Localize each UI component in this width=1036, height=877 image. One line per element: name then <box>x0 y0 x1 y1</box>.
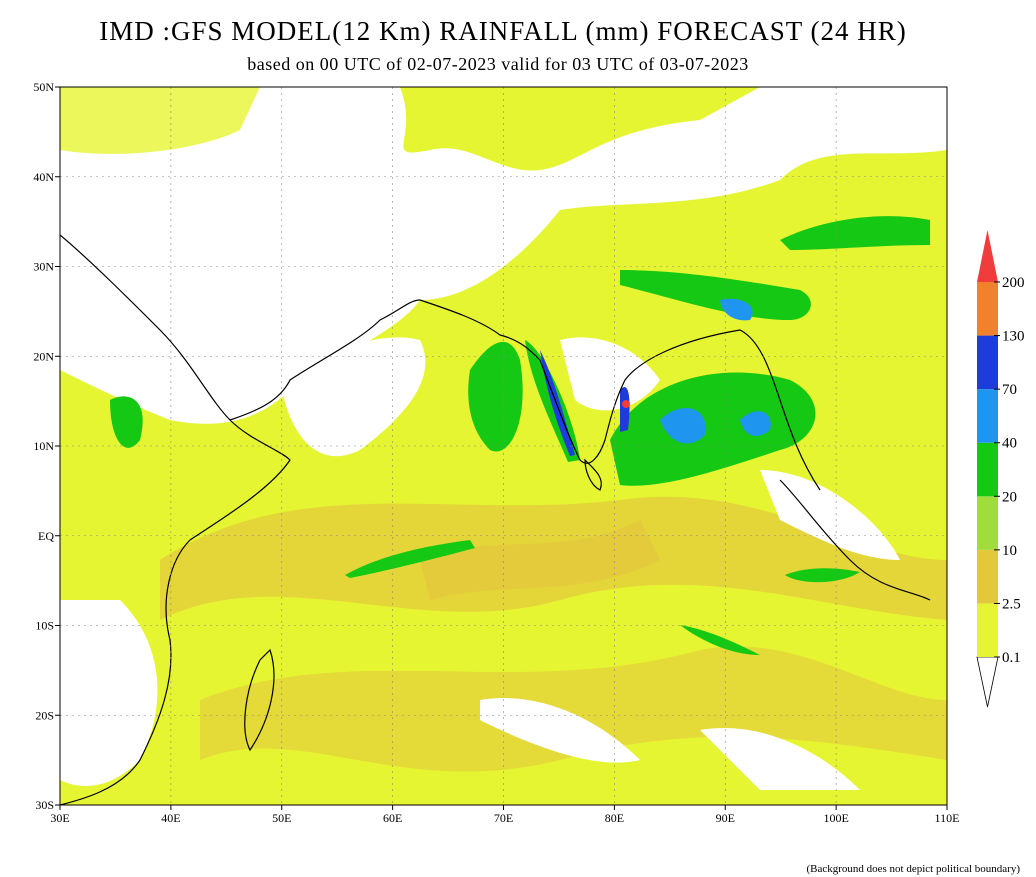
dry-region <box>760 470 900 560</box>
colorbar-label: 2.5 <box>1002 596 1021 612</box>
lat-label: 20N <box>33 349 54 363</box>
axis-labels: 30E 40E 50E 60E 70E 80E 90E 100E 110E 50N 40N 30N 20… <box>33 80 959 825</box>
lon-label: 50E <box>272 811 291 825</box>
rain-field <box>60 87 260 154</box>
colorbar-top <box>977 230 998 282</box>
lat-label: 10S <box>35 619 54 633</box>
rain-cell <box>110 396 143 448</box>
lon-label: 70E <box>494 811 513 825</box>
lat-label: 50N <box>33 80 54 94</box>
lon-label: 80E <box>605 811 624 825</box>
lat-label: 20S <box>35 708 54 722</box>
colorbar-segment <box>977 442 998 497</box>
lon-label: 90E <box>716 811 735 825</box>
colorbar-segment <box>977 496 998 550</box>
colorbar-label: 10 <box>1002 543 1017 559</box>
lat-label: 30S <box>35 798 54 812</box>
colorbar-label: 40 <box>1002 436 1017 452</box>
rain-cell <box>660 408 706 444</box>
rain-cell <box>468 341 523 452</box>
rain-cell <box>620 270 811 320</box>
rain-band <box>200 646 947 772</box>
colorbar-segment <box>977 603 998 657</box>
rain-cell <box>780 216 930 250</box>
colorbar-label: 0.1 <box>1002 650 1021 666</box>
lat-label: EQ <box>38 529 54 543</box>
rain-cell <box>785 568 860 583</box>
dry-region <box>280 337 426 457</box>
dry-region <box>560 337 660 411</box>
rain-band <box>420 520 660 600</box>
rain-cell <box>620 386 630 432</box>
footnote: (Background does not depict political bo… <box>806 863 1020 875</box>
rain-cell <box>740 411 771 436</box>
lon-label: 40E <box>161 811 180 825</box>
colorbar: 0.1 2.5 10 20 40 70 130 200 <box>976 230 1025 708</box>
lon-label: 60E <box>383 811 402 825</box>
colorbar-segment <box>977 335 998 390</box>
colorbar-segment <box>977 549 998 604</box>
coastline <box>60 234 931 805</box>
rain-cell <box>610 372 816 486</box>
colorbar-segment <box>977 389 998 443</box>
lat-label: 40N <box>33 170 54 184</box>
lat-label: 10N <box>33 439 54 453</box>
grid <box>60 87 947 805</box>
subtitle: based on 00 UTC of 02-07-2023 valid for … <box>247 54 748 74</box>
dry-region <box>700 728 860 790</box>
rain-cell <box>680 625 760 655</box>
dry-region <box>480 698 640 763</box>
map-area <box>59 86 948 806</box>
rain-cell <box>345 540 475 578</box>
lat-label: 30N <box>33 260 54 274</box>
rain-cell <box>622 400 630 408</box>
title: IMD :GFS MODEL(12 Km) RAINFALL (mm) FORE… <box>99 16 907 46</box>
rain-cell <box>720 298 753 321</box>
colorbar-label: 130 <box>1002 329 1025 345</box>
colorbar-label: 200 <box>1002 275 1025 291</box>
colorbar-bottom <box>976 656 999 708</box>
lon-label: 30E <box>50 811 69 825</box>
dry-region <box>60 600 158 786</box>
lon-label: 110E <box>935 811 960 825</box>
colorbar-label: 70 <box>1002 382 1017 398</box>
colorbar-segment <box>977 282 998 336</box>
lon-label: 100E <box>823 811 848 825</box>
colorbar-label: 20 <box>1002 489 1017 505</box>
